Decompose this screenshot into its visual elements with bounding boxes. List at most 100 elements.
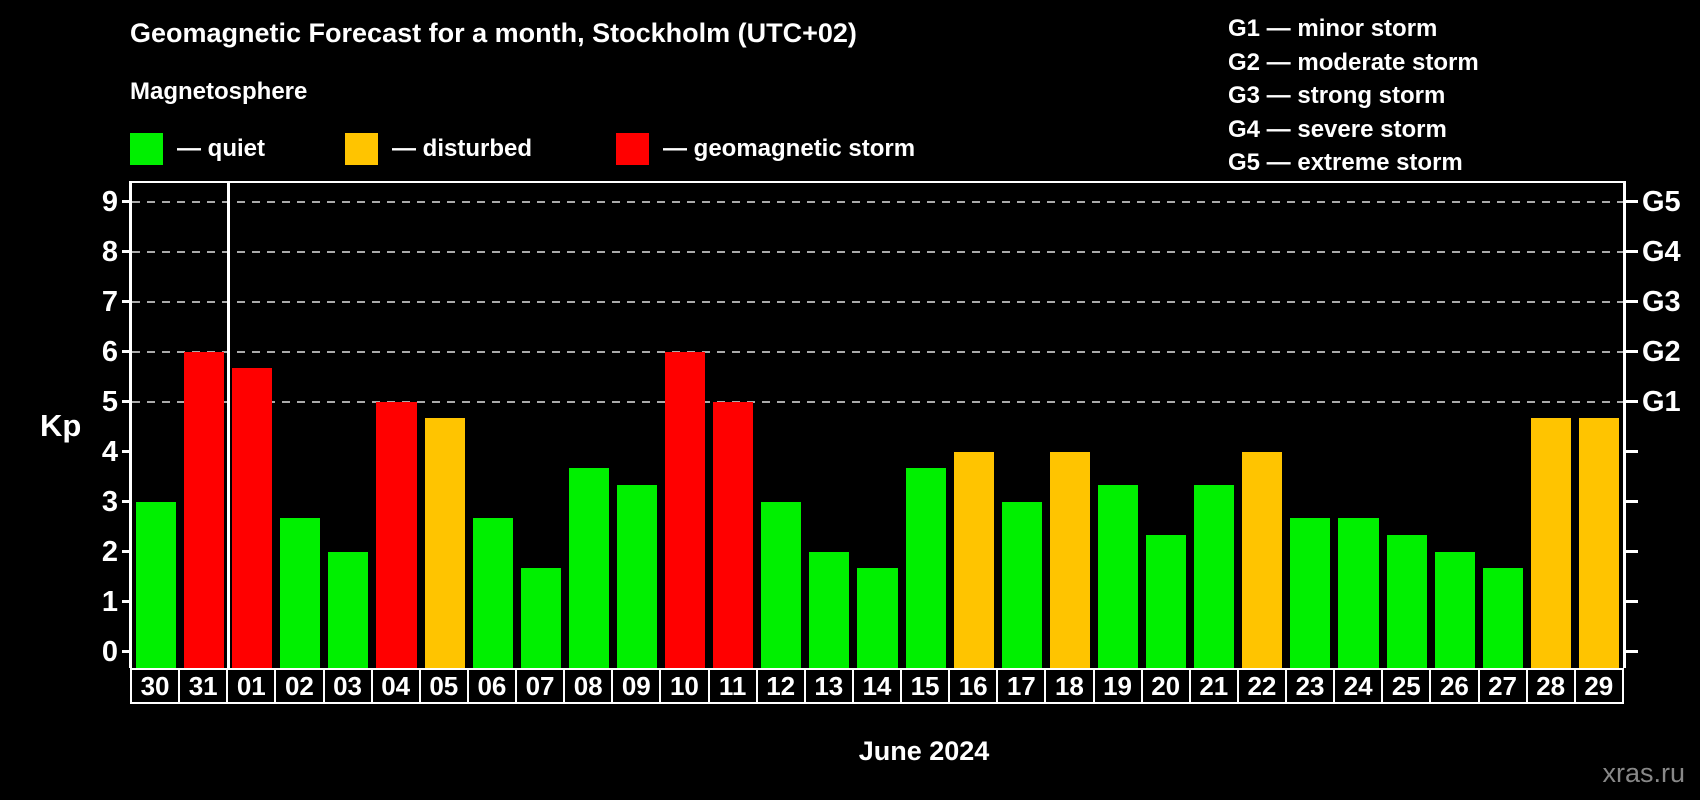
kp-bar-day-15 [905, 468, 946, 668]
day-label-02: 02 [274, 670, 322, 702]
kp-bar-day-04 [376, 401, 417, 668]
kp-bar-day-20 [1146, 535, 1187, 668]
quiet-color-swatch [130, 132, 163, 165]
day-label-09: 09 [611, 670, 659, 702]
kp-bar-day-17 [1001, 501, 1042, 668]
day-label-31: 31 [178, 670, 226, 702]
day-label-12: 12 [755, 670, 804, 702]
day-label-01: 01 [226, 670, 274, 702]
legend-item-storm: — geomagnetic storm [616, 132, 915, 165]
day-label-29: 29 [1573, 670, 1622, 702]
kp-bar-day-08 [568, 468, 609, 668]
right-axis-tick-4 [1626, 450, 1638, 453]
day-label-30: 30 [140, 670, 170, 701]
g-legend-line: G1 — minor storm [1228, 15, 1438, 42]
g-legend-line: G2 — moderate storm [1228, 48, 1479, 76]
legend-label-quiet: — quiet [177, 134, 265, 162]
day-label-23: 23 [1285, 670, 1333, 702]
x-axis-title: June 2024 [858, 736, 990, 766]
day-label-16: 16 [948, 670, 996, 702]
legend-label-storm: — geomagnetic storm [663, 134, 916, 162]
y-tick-label-8: 8 [101, 235, 118, 268]
disturbed-color-swatch [345, 132, 378, 165]
y-axis-tick-1 [122, 600, 132, 603]
kp-bar-day-10 [665, 351, 706, 668]
kp-bar-day-03 [328, 551, 369, 668]
gridline-kp9 [132, 200, 1623, 203]
day-label-28: 28 [1525, 670, 1574, 702]
y-axis-tick-3 [122, 500, 132, 503]
kp-bar-day-25 [1386, 535, 1427, 668]
day-label-19: 19 [1092, 670, 1141, 702]
right-axis-tick-0 [1626, 650, 1638, 653]
gridline-kp6 [132, 350, 1623, 353]
right-axis-tick-8 [1626, 250, 1638, 253]
kp-bar-day-22 [1242, 451, 1283, 668]
kp-bar-day-09 [616, 485, 658, 668]
y-axis-tick-2 [122, 550, 132, 553]
y-axis-tick-4 [122, 450, 132, 453]
y-axis-tick-5 [122, 400, 132, 403]
right-axis-tick-2 [1626, 550, 1638, 553]
g-legend-line: G3 — strong storm [1228, 82, 1446, 109]
day-label-20: 20 [1140, 670, 1189, 702]
kp-bar-day-30 [136, 501, 177, 668]
day-label-15: 15 [900, 670, 948, 702]
y-tick-label-2: 2 [101, 535, 118, 568]
right-axis-label-G1: G1 [1642, 385, 1681, 418]
day-label-26: 26 [1429, 670, 1477, 702]
kp-bar-day-02 [280, 518, 321, 668]
x-axis-day-row: 30 31 01 02 03 04 05 06 07 08 09 10 11 12 13 14 15 16 17 18… [130, 668, 1624, 704]
chart-title: Geomagnetic Forecast for a month, Stockh… [130, 18, 857, 48]
day-label-18: 18 [1044, 670, 1092, 702]
day-label-13: 13 [803, 670, 852, 702]
y-tick-label-9: 9 [101, 185, 118, 218]
legend-label-disturbed: — disturbed [392, 134, 533, 162]
g-legend-line: G5 — extreme storm [1228, 149, 1463, 176]
day-label-07: 07 [515, 670, 563, 702]
day-label-14: 14 [851, 670, 900, 702]
kp-bar-day-23 [1290, 518, 1331, 668]
y-tick-label-0: 0 [101, 635, 118, 668]
day-label-25: 25 [1381, 670, 1429, 702]
day-label-05: 05 [418, 670, 467, 702]
y-axis-tick-6 [122, 350, 132, 353]
legend-item-disturbed: — disturbed [345, 132, 532, 165]
right-axis-tick-9 [1626, 200, 1638, 203]
gridline-kp5 [132, 400, 1623, 403]
right-axis-tick-6 [1626, 350, 1638, 353]
kp-bar-day-19 [1097, 485, 1139, 668]
g-legend-line: G4 — severe storm [1228, 115, 1447, 143]
y-tick-label-1: 1 [101, 585, 118, 618]
kp-bar-day-24 [1338, 518, 1379, 668]
right-axis-tick-7 [1626, 300, 1638, 303]
y-tick-label-3: 3 [101, 485, 118, 518]
day-label-06: 06 [466, 670, 515, 702]
y-tick-label-4: 4 [101, 435, 118, 468]
day-label-22: 22 [1236, 670, 1285, 702]
legend-item-quiet: — quiet [130, 132, 265, 165]
plot-area: 0 1 2 3 4 5 6 7 8 9 G1 G2 G3 G4 G5 [102, 181, 1681, 668]
kp-bar-day-11 [713, 401, 754, 668]
day-label-27: 27 [1477, 670, 1526, 702]
y-tick-label-6: 6 [101, 335, 118, 368]
right-axis-tick-1 [1626, 600, 1638, 603]
kp-bar-day-01 [232, 368, 273, 668]
month-separator-line [226, 183, 230, 668]
right-axis-tick-3 [1626, 500, 1638, 503]
day-label-04: 04 [370, 670, 419, 702]
right-axis-label-G2: G2 [1642, 335, 1681, 368]
y-axis-title: Kp [40, 408, 82, 443]
kp-bar-day-29 [1578, 418, 1619, 668]
kp-bar-day-18 [1049, 451, 1090, 668]
kp-bar-day-21 [1194, 485, 1235, 668]
kp-bar-day-26 [1434, 551, 1475, 668]
y-axis-tick-9 [122, 200, 132, 203]
right-axis-label-G5: G5 [1642, 185, 1681, 218]
y-axis-tick-8 [122, 250, 132, 253]
kp-bar-day-07 [520, 568, 561, 668]
kp-bar-day-05 [424, 418, 465, 668]
right-axis-tick-5 [1626, 400, 1638, 403]
chart-subtitle: Magnetosphere [130, 78, 308, 105]
right-axis-label-G3: G3 [1642, 285, 1681, 318]
